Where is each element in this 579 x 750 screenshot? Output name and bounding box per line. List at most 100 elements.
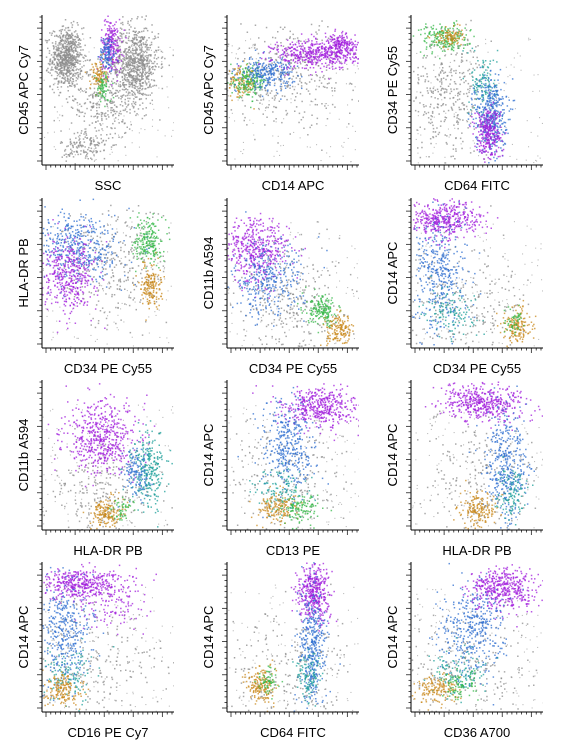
event-point [94, 159, 96, 161]
event-point [76, 102, 79, 104]
event-point [430, 44, 433, 46]
event-point [297, 60, 299, 62]
event-point [130, 68, 133, 71]
event-point [259, 71, 262, 73]
event-point [454, 32, 457, 34]
event-point [150, 66, 153, 69]
event-point [114, 44, 117, 47]
event-point [46, 40, 49, 42]
event-point [257, 86, 260, 89]
event-point [94, 72, 97, 74]
event-point [328, 78, 330, 80]
event-point [71, 60, 73, 63]
event-point [128, 32, 130, 34]
event-point [252, 43, 254, 45]
event-point [151, 31, 153, 33]
event-point [146, 49, 148, 51]
event-point [422, 114, 424, 116]
event-point [79, 68, 82, 70]
event-point [342, 155, 344, 157]
event-point [103, 41, 105, 44]
event-point [259, 57, 261, 59]
event-point [129, 59, 131, 62]
event-point [136, 90, 139, 92]
event-point [309, 93, 311, 95]
event-point [255, 77, 257, 79]
event-point [107, 30, 109, 32]
event-point [128, 35, 130, 38]
event-point [65, 40, 68, 42]
event-point [422, 65, 424, 68]
event-point [465, 59, 468, 62]
event-point [56, 48, 59, 51]
event-point [336, 47, 339, 50]
event-point [111, 34, 113, 37]
event-point [112, 108, 115, 111]
event-point [237, 91, 240, 93]
event-point [130, 77, 133, 79]
event-point [83, 133, 85, 135]
event-point [102, 130, 104, 132]
event-point [235, 53, 237, 55]
event-point [324, 86, 326, 88]
event-point [65, 160, 67, 162]
event-point [440, 37, 442, 39]
event-point [121, 88, 124, 91]
event-point [253, 82, 256, 84]
event-point [111, 69, 113, 71]
event-point [82, 49, 84, 51]
event-point [441, 26, 443, 28]
event-point [122, 82, 124, 84]
event-point [116, 42, 119, 44]
event-point [300, 48, 302, 50]
event-point [100, 83, 103, 86]
event-point [68, 35, 70, 38]
event-point [238, 86, 241, 88]
event-point [302, 52, 305, 54]
event-point [310, 33, 313, 36]
event-point [158, 66, 160, 68]
event-point [314, 103, 317, 106]
event-point [131, 80, 134, 82]
event-point [124, 122, 126, 124]
event-point [345, 83, 347, 85]
event-point [241, 91, 244, 93]
event-point [56, 64, 59, 67]
event-point [265, 107, 267, 109]
event-point [443, 72, 445, 74]
event-point [237, 89, 239, 91]
event-point [121, 121, 124, 123]
event-point [415, 97, 417, 100]
event-point [242, 113, 244, 115]
event-point [69, 29, 71, 32]
event-point [97, 56, 99, 58]
event-point [428, 156, 430, 158]
event-point [288, 74, 290, 76]
event-point [288, 72, 290, 74]
event-point [307, 52, 310, 54]
event-point [79, 53, 81, 56]
event-point [315, 58, 317, 60]
event-point [229, 95, 232, 97]
event-point [491, 97, 494, 99]
event-point [458, 106, 460, 109]
event-point [469, 85, 471, 88]
event-point [298, 45, 301, 47]
event-point [59, 142, 62, 144]
event-point [92, 95, 94, 97]
event-point [67, 69, 70, 72]
event-point [453, 59, 456, 62]
event-point [107, 34, 109, 36]
event-point [230, 79, 233, 81]
event-point [439, 35, 441, 37]
event-point [98, 93, 100, 95]
event-point [331, 53, 333, 55]
event-point [149, 72, 152, 75]
event-point [53, 48, 55, 50]
event-point [107, 15, 109, 17]
event-point [98, 74, 100, 76]
event-point [338, 60, 340, 63]
event-point [107, 40, 109, 42]
event-point [243, 87, 245, 89]
event-point [253, 63, 255, 66]
